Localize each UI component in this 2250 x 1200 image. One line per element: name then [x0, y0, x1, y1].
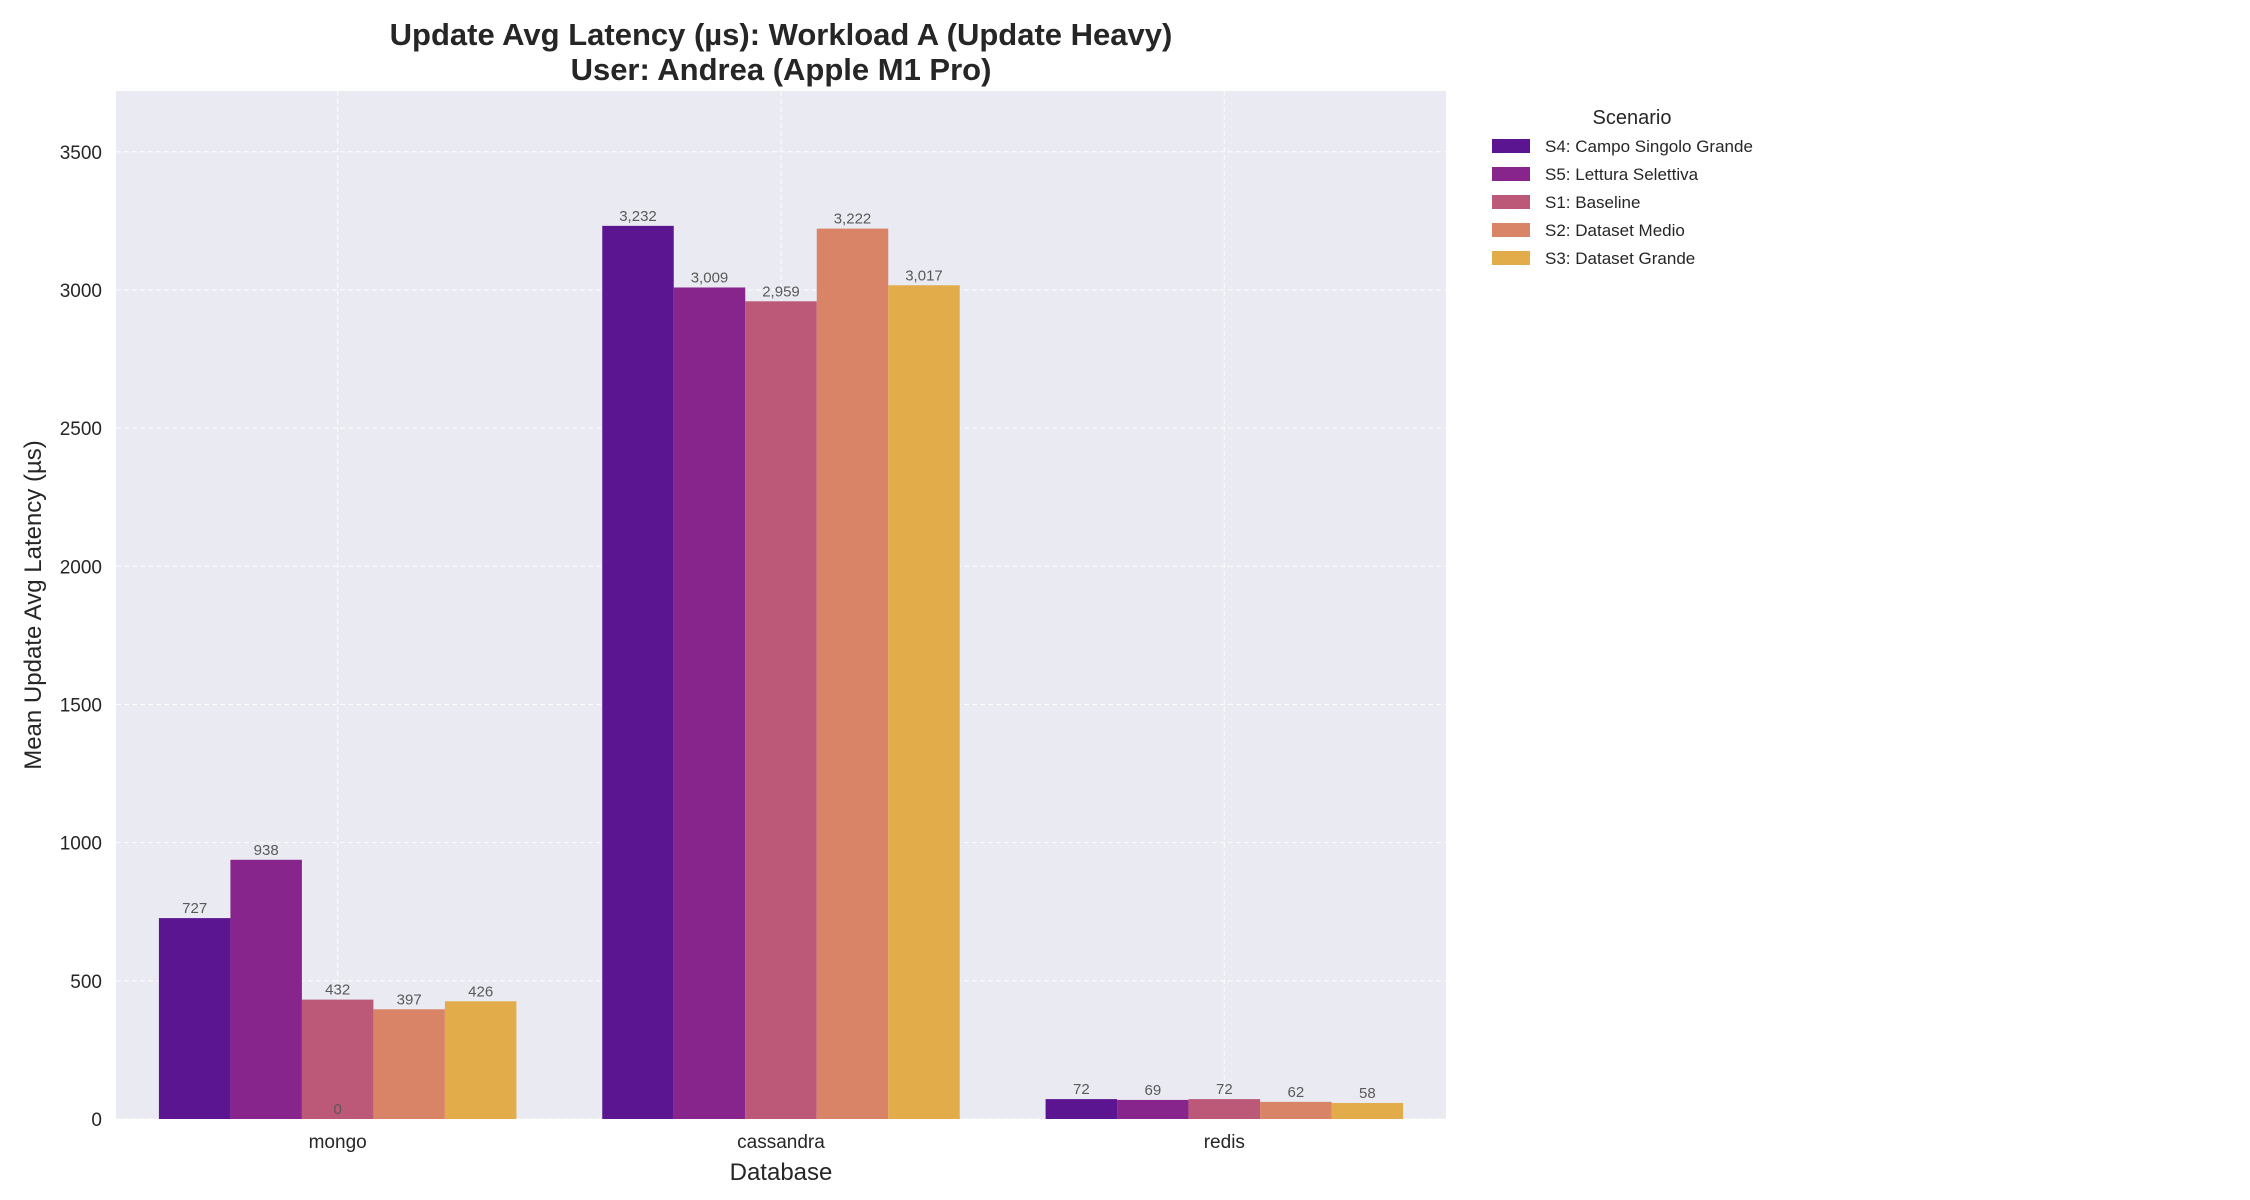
bar-value-label: 727 — [182, 900, 207, 917]
y-tick-label: 500 — [70, 972, 102, 993]
bar-redis-s3 — [1188, 1099, 1261, 1119]
bar-labels-layer: 727 3,232 72 938 3,009 69 432 2,959 72 397 3,222 62… — [182, 208, 1376, 1118]
y-tick-label: 3000 — [60, 281, 102, 302]
y-tick-label: 1000 — [60, 834, 102, 855]
bar-mongo-s5 — [444, 1001, 517, 1119]
bar-value-label: 72 — [1216, 1081, 1233, 1098]
legend-entry: S2: Dataset Medio — [1545, 221, 1685, 240]
bar-mongo-s2 — [230, 859, 302, 1119]
legend-swatch — [1492, 195, 1530, 209]
y-axis-label: Mean Update Avg Latency (µs) — [20, 440, 47, 770]
legend-title: Scenario — [1593, 107, 1672, 129]
annotation-label: 0 — [333, 1101, 341, 1118]
bar-value-label: 72 — [1073, 1081, 1090, 1098]
legend-entry: S3: Dataset Grande — [1545, 249, 1695, 268]
y-axis-ticks: 0 500 1000 1500 2000 2500 3000 3500 — [60, 143, 102, 1131]
legend-entry: S5: Lettura Selettiva — [1545, 165, 1699, 184]
bar-mongo-s4 — [373, 1009, 445, 1119]
bar-cassandra-s3 — [745, 301, 817, 1119]
bar-value-label: 2,959 — [762, 283, 800, 300]
x-axis-label: Database — [730, 1159, 833, 1186]
chart-title: Update Avg Latency (µs): Workload A (Upd… — [390, 17, 1173, 52]
y-tick-label: 2000 — [60, 557, 102, 578]
chart-subtitle: User: Andrea (Apple M1 Pro) — [571, 52, 992, 87]
bar-mongo-s3 — [301, 999, 374, 1119]
bar-value-label: 432 — [325, 982, 350, 999]
bar-redis-s4 — [1260, 1101, 1332, 1119]
bar-cassandra-s2 — [673, 287, 746, 1119]
bar-value-label: 3,222 — [834, 211, 872, 228]
bar-cassandra-s4 — [816, 228, 889, 1119]
bar-value-label: 58 — [1359, 1085, 1376, 1102]
legend-entry: S4: Campo Singolo Grande — [1545, 137, 1753, 156]
y-tick-label: 3500 — [60, 143, 102, 164]
legend-swatch — [1492, 167, 1530, 181]
legend-swatch — [1492, 139, 1530, 153]
legend-swatch — [1492, 251, 1530, 265]
bar-redis-s2 — [1117, 1099, 1189, 1119]
bar-value-label: 3,232 — [619, 208, 657, 225]
y-tick-label: 1500 — [60, 695, 102, 716]
x-axis-ticks: mongo cassandra redis — [309, 1132, 1245, 1153]
bar-value-label: 62 — [1287, 1084, 1304, 1101]
bar-value-label: 397 — [397, 991, 422, 1008]
bar-value-label: 69 — [1144, 1082, 1161, 1099]
bar-value-label: 938 — [254, 842, 279, 859]
y-tick-label: 0 — [91, 1110, 102, 1131]
legend-entry: S1: Baseline — [1545, 193, 1640, 212]
legend-swatch — [1492, 223, 1530, 237]
bar-value-label: 3,017 — [905, 267, 943, 284]
bar-cassandra-s5 — [888, 285, 960, 1119]
legend: Scenario S4: Campo Singolo Grande S5: Let… — [1492, 107, 1753, 268]
x-tick-label-redis: redis — [1204, 1132, 1245, 1153]
bar-redis-s1 — [1045, 1099, 1118, 1119]
x-tick-label-cassandra: cassandra — [737, 1132, 825, 1153]
bars-layer — [158, 225, 1404, 1120]
y-tick-label: 2500 — [60, 419, 102, 440]
bar-value-label: 426 — [468, 983, 493, 1000]
x-tick-label-mongo: mongo — [309, 1132, 367, 1153]
bar-cassandra-s1 — [602, 225, 674, 1120]
bar-mongo-s1 — [158, 918, 231, 1119]
bar-value-label: 3,009 — [691, 269, 729, 286]
bar-redis-s5 — [1331, 1102, 1404, 1119]
